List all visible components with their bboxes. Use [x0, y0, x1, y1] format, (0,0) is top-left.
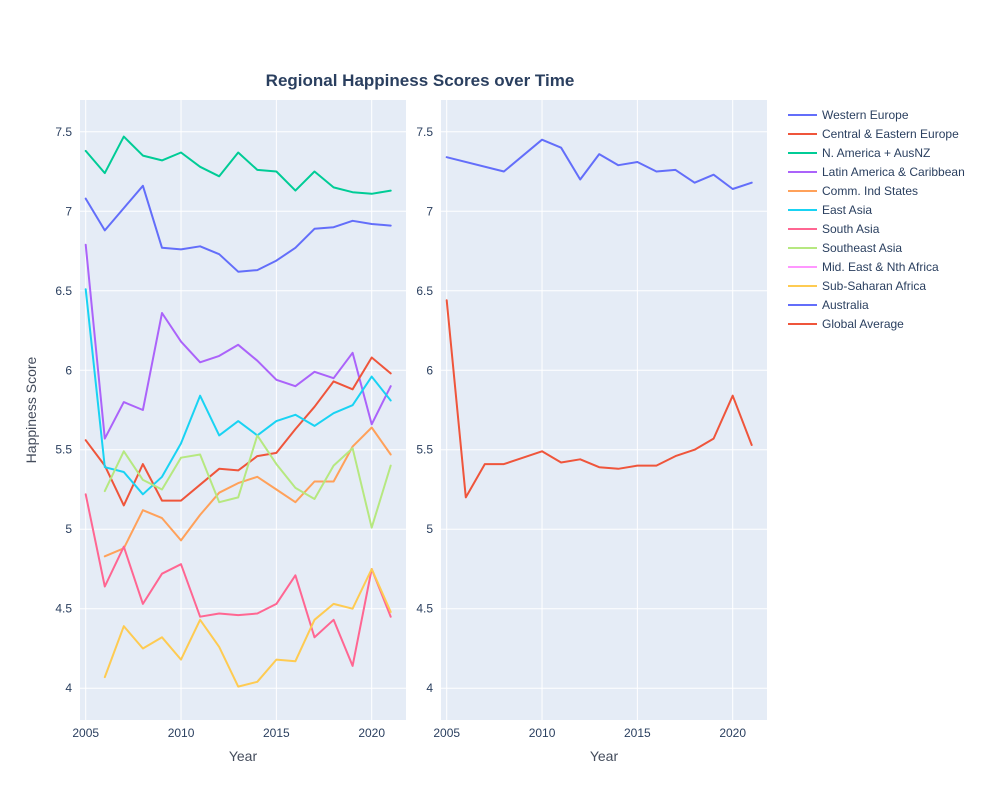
- legend-label: N. America + AusNZ: [822, 146, 930, 160]
- series-line-latin-america-caribbean[interactable]: [84, 243, 392, 440]
- legend-item-south-asia[interactable]: South Asia: [788, 222, 880, 236]
- legend-label: Mid. East & Nth Africa: [822, 260, 939, 274]
- legend-item-east-asia[interactable]: East Asia: [788, 203, 872, 217]
- legend-item-comm-ind-states[interactable]: Comm. Ind States: [788, 184, 918, 198]
- y-tick-label: 7: [426, 204, 433, 218]
- y-tick-label: 4: [426, 681, 433, 695]
- series-line-sub-saharan-africa[interactable]: [103, 568, 392, 688]
- legend[interactable]: Western Europe Central & Eastern Europe N.…: [788, 108, 965, 331]
- x-tick-label: 2005: [433, 726, 460, 740]
- x-tick-label: 2010: [529, 726, 556, 740]
- legend-label: Southeast Asia: [822, 241, 902, 255]
- legend-item-central-eastern-europe[interactable]: Central & Eastern Europe: [788, 127, 959, 141]
- x-axis-label: Year: [229, 748, 258, 764]
- legend-label: Western Europe: [822, 108, 909, 122]
- legend-item-australia[interactable]: Australia: [788, 298, 869, 312]
- y-tick-label: 6: [65, 363, 72, 377]
- legend-label: Sub-Saharan Africa: [822, 279, 926, 293]
- series-line-n-america-ausnz[interactable]: [84, 135, 392, 195]
- legend-item-latin-america-caribbean[interactable]: Latin America & Caribbean: [788, 165, 965, 179]
- series-line-east-asia[interactable]: [84, 288, 392, 496]
- y-tick-label: 6.5: [55, 284, 72, 298]
- plot-panels: 4 4.5 5 5.5 6 6.5 7 7.5 2005 2010 2015 2020 Year 4 4.5…: [55, 100, 767, 764]
- series-line-southeast-asia[interactable]: [103, 434, 392, 529]
- y-tick-label: 6.5: [416, 284, 433, 298]
- series-line-global-average[interactable]: [445, 299, 753, 499]
- legend-label: East Asia: [822, 203, 872, 217]
- legend-label: Central & Eastern Europe: [822, 127, 959, 141]
- plot-background: [80, 100, 406, 720]
- y-tick-label: 5: [426, 522, 433, 536]
- legend-item-mid-east-nth-africa[interactable]: Mid. East & Nth Africa: [788, 260, 939, 274]
- x-tick-label: 2015: [624, 726, 651, 740]
- legend-item-western-europe[interactable]: Western Europe: [788, 108, 909, 122]
- legend-item-global-average[interactable]: Global Average: [788, 317, 904, 331]
- y-tick-label: 7.5: [55, 125, 72, 139]
- legend-label: Latin America & Caribbean: [822, 165, 965, 179]
- y-tick-label: 5.5: [416, 443, 433, 457]
- y-tick-label: 5: [65, 522, 72, 536]
- x-tick-label: 2010: [168, 726, 195, 740]
- y-tick-label: 4.5: [55, 602, 72, 616]
- series-line-south-asia[interactable]: [84, 493, 392, 667]
- y-tick-label: 7.5: [416, 125, 433, 139]
- series-line-central-eastern-europe[interactable]: [84, 356, 392, 507]
- plot-background: [441, 100, 767, 720]
- y-tick-label: 4.5: [416, 602, 433, 616]
- series-line-australia[interactable]: [445, 138, 753, 190]
- series-line-western-europe[interactable]: [84, 184, 392, 273]
- legend-item-n-america-ausnz[interactable]: N. America + AusNZ: [788, 146, 930, 160]
- y-tick-label: 4: [65, 681, 72, 695]
- legend-item-southeast-asia[interactable]: Southeast Asia: [788, 241, 902, 255]
- x-tick-label: 2020: [358, 726, 385, 740]
- legend-label: South Asia: [822, 222, 880, 236]
- x-tick-label: 2015: [263, 726, 290, 740]
- y-tick-label: 7: [65, 204, 72, 218]
- x-tick-label: 2020: [719, 726, 746, 740]
- panel-1: 4 4.5 5 5.5 6 6.5 7 7.5 2005 2010 2015 2020 Year: [55, 100, 406, 764]
- legend-label: Global Average: [822, 317, 904, 331]
- legend-item-sub-saharan-africa[interactable]: Sub-Saharan Africa: [788, 279, 926, 293]
- chart-title: Regional Happiness Scores over Time: [266, 71, 575, 90]
- x-tick-label: 2005: [72, 726, 99, 740]
- y-axis-label: Happiness Score: [23, 356, 39, 463]
- y-tick-label: 6: [426, 363, 433, 377]
- y-tick-label: 5.5: [55, 443, 72, 457]
- legend-label: Australia: [822, 298, 869, 312]
- series-line-comm-ind-states[interactable]: [103, 426, 392, 558]
- legend-label: Comm. Ind States: [822, 184, 918, 198]
- panel-2: 4 4.5 5 5.5 6 6.5 7 7.5 2005 2010 2015 2020 Year: [416, 100, 767, 764]
- x-axis-label: Year: [590, 748, 619, 764]
